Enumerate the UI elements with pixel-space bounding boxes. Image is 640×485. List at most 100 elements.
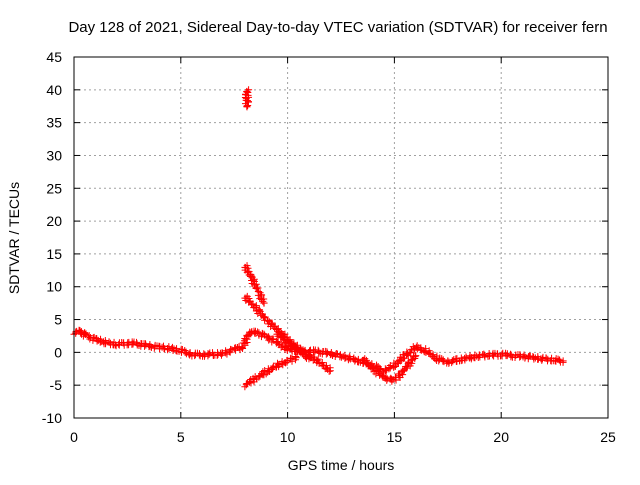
data-point <box>146 341 154 348</box>
data-point <box>250 280 258 288</box>
axis-ticks: 0 5 10 15 20 25 -10 -5 0 5 10 15 20 25 30 35 40 45 <box>42 49 616 445</box>
y-axis-label: SDTVAR / TECUs <box>6 182 22 294</box>
data-point <box>277 334 285 342</box>
data-point <box>326 367 334 375</box>
x-tick-label: 25 <box>600 429 616 445</box>
x-tick-label: 15 <box>387 429 403 445</box>
data-point <box>520 351 528 359</box>
data-point <box>369 364 377 372</box>
data-point <box>243 103 251 111</box>
chart-title: Day 128 of 2021, Sidereal Day-to-day VTE… <box>68 19 607 36</box>
data-point <box>503 350 511 358</box>
data-point <box>85 332 93 340</box>
data-point <box>278 360 286 368</box>
data-point <box>551 357 559 365</box>
data-point <box>205 350 213 358</box>
data-point <box>391 361 399 369</box>
x-tick-label: 20 <box>493 429 509 445</box>
data-point <box>480 350 488 358</box>
x-tick-label: 0 <box>70 429 78 445</box>
y-tick-label: 25 <box>46 180 62 196</box>
data-point <box>246 273 254 281</box>
data-point <box>292 354 300 362</box>
data-point <box>429 351 437 359</box>
y-tick-label: 0 <box>54 344 62 360</box>
data-point <box>417 346 425 354</box>
data-point <box>72 329 80 337</box>
data-point <box>362 360 370 368</box>
data-point <box>327 348 335 356</box>
data-point <box>314 355 322 363</box>
data-point <box>385 365 393 373</box>
data-point <box>283 338 291 346</box>
data-point <box>260 299 268 307</box>
data-point <box>164 346 172 354</box>
data-point <box>322 362 330 370</box>
series-rising-track <box>241 352 300 391</box>
data-point <box>413 345 421 353</box>
data-point <box>238 343 246 351</box>
data-point <box>396 370 404 378</box>
data-point <box>260 313 268 321</box>
data-point <box>76 327 84 335</box>
data-point <box>301 349 309 357</box>
data-point <box>222 347 230 355</box>
y-tick-label: -5 <box>50 377 63 393</box>
series-falling-track-high <box>241 262 268 307</box>
data-point <box>254 328 262 336</box>
data-point <box>383 376 391 384</box>
data-point <box>361 355 369 363</box>
grid <box>74 57 608 418</box>
y-tick-label: -10 <box>42 410 62 426</box>
series-falling-track-low <box>273 328 334 375</box>
data-point <box>291 342 299 350</box>
data-point <box>251 303 259 311</box>
data-point <box>288 355 296 363</box>
data-point <box>250 276 258 284</box>
y-tick-label: 45 <box>46 49 62 65</box>
data-point <box>388 377 396 385</box>
plot-frame <box>73 56 609 419</box>
y-tick-label: 20 <box>46 213 62 229</box>
y-tick-label: 30 <box>46 147 62 163</box>
data-point <box>534 355 542 363</box>
data-point <box>268 365 276 373</box>
data-point <box>559 357 567 365</box>
data-point <box>461 356 469 364</box>
x-axis-label: GPS time / hours <box>288 457 395 473</box>
data-point <box>86 335 94 343</box>
data-point <box>544 355 552 363</box>
data-point <box>521 354 529 362</box>
y-tick-label: 15 <box>46 246 62 262</box>
y-tick-label: 35 <box>46 115 62 131</box>
data-point <box>409 343 417 351</box>
y-tick-label: 5 <box>54 312 62 328</box>
data-point <box>269 336 277 344</box>
data-point <box>244 98 252 106</box>
data-point <box>255 373 263 381</box>
x-tick-label: 5 <box>177 429 185 445</box>
data-point <box>259 297 267 305</box>
data-point <box>480 351 488 359</box>
y-tick-label: 40 <box>46 82 62 98</box>
data-point <box>318 360 326 368</box>
data-point <box>228 346 236 354</box>
data-point <box>323 348 331 356</box>
data-point <box>275 328 283 336</box>
data-points <box>70 86 567 391</box>
data-point <box>292 352 300 360</box>
data-point <box>466 352 474 360</box>
y-tick-label: 10 <box>46 279 62 295</box>
data-point <box>382 373 390 381</box>
x-tick-label: 10 <box>280 429 296 445</box>
data-point <box>296 345 304 353</box>
data-point <box>168 343 176 351</box>
data-point <box>268 320 276 328</box>
data-point <box>325 367 333 375</box>
data-point <box>412 352 420 360</box>
data-point <box>172 347 180 355</box>
series-outlier-cluster <box>241 86 253 111</box>
